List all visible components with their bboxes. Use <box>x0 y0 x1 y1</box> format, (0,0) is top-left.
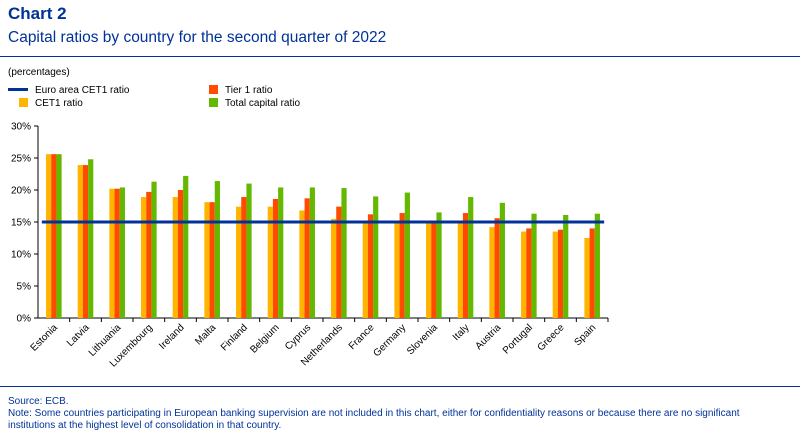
y-tick-label: 20% <box>11 186 31 197</box>
bar-tier-1-ratio <box>431 223 437 318</box>
bar-cet1-ratio <box>236 206 242 318</box>
bar-tier-1-ratio <box>304 198 310 318</box>
bar-total-capital-ratio <box>183 175 189 318</box>
legend-label: CET1 ratio <box>35 98 83 109</box>
legend-item-euro-area-cet1: Euro area CET1 ratio <box>8 85 130 97</box>
capital-ratios-chart: 0%5%10%15%20%25%30%Estonia LatviaLithuani… <box>11 122 609 369</box>
bar-total-capital-ratio <box>56 154 62 318</box>
legend-swatch <box>209 85 218 94</box>
bar-total-capital-ratio <box>246 183 252 318</box>
bar-tier-1-ratio <box>209 202 215 318</box>
bar-cet1-ratio <box>362 222 368 318</box>
bar-cet1-ratio <box>172 197 178 318</box>
bar-cet1-ratio <box>457 222 463 318</box>
x-tick-label: Greece <box>536 322 567 353</box>
bar-cet1-ratio <box>331 218 337 318</box>
bar-tier-1-ratio <box>82 165 89 318</box>
x-tick-label: Malta <box>193 322 218 347</box>
x-tick-label: Cyprus <box>283 322 313 352</box>
legend-label: Euro area CET1 ratio <box>35 85 130 96</box>
legend-line-swatch <box>8 88 28 91</box>
bar-tier-1-ratio <box>589 228 595 318</box>
bar-total-capital-ratio <box>278 187 284 318</box>
bar-cet1-ratio <box>521 231 527 318</box>
bar-cet1-ratio <box>267 206 273 318</box>
bar-cet1-ratio <box>141 197 147 318</box>
x-tick-label: Latvia <box>65 322 92 349</box>
bar-total-capital-ratio <box>563 214 569 318</box>
x-tick-label: Finland <box>219 322 250 353</box>
bar-cet1-ratio <box>299 210 305 318</box>
x-tick-label: Italy <box>451 322 472 343</box>
bar-tier-1-ratio <box>336 206 342 318</box>
bar-tier-1-ratio <box>557 229 564 318</box>
header-divider <box>0 56 800 57</box>
legend-label: Tier 1 ratio <box>225 85 273 96</box>
bar-total-capital-ratio <box>214 181 220 318</box>
legend-swatch <box>19 98 28 107</box>
footnote-line-2: institutions at the highest level of con… <box>8 420 282 431</box>
bar-total-capital-ratio <box>309 187 315 318</box>
bar-cet1-ratio <box>109 188 115 318</box>
source-note: Source: ECB. <box>8 396 69 407</box>
bar-total-capital-ratio <box>499 202 505 318</box>
bar-tier-1-ratio <box>462 213 469 318</box>
x-tick-label: Belgium <box>248 322 281 355</box>
bar-tier-1-ratio <box>177 190 184 318</box>
legend-item-cet1: CET1 ratio <box>8 98 83 110</box>
chart-title: Capital ratios by country for the second… <box>8 29 387 46</box>
legend-item-tier1: Tier 1 ratio <box>209 85 272 97</box>
bar-total-capital-ratio <box>373 196 379 318</box>
bar-tier-1-ratio <box>51 154 57 318</box>
x-tick-label: Austria <box>474 322 504 352</box>
bar-total-capital-ratio <box>531 213 537 318</box>
bar-tier-1-ratio <box>114 188 120 318</box>
y-tick-label: 10% <box>11 250 31 261</box>
legend-label: Total capital ratio <box>225 98 301 109</box>
bar-cet1-ratio <box>204 202 210 318</box>
bar-total-capital-ratio <box>594 213 600 318</box>
footer-divider <box>0 386 800 387</box>
bar-tier-1-ratio <box>399 213 405 318</box>
bar-total-capital-ratio <box>119 187 125 318</box>
bar-cet1-ratio <box>394 222 400 318</box>
bar-cet1-ratio <box>552 231 558 318</box>
y-tick-label: 30% <box>11 122 31 133</box>
bar-tier-1-ratio <box>272 198 279 318</box>
bar-total-capital-ratio <box>151 181 157 318</box>
y-tick-label: 25% <box>11 154 31 165</box>
bar-total-capital-ratio <box>88 159 94 318</box>
x-tick-label: Ireland <box>157 322 186 351</box>
bar-total-capital-ratio <box>404 192 410 318</box>
bar-total-capital-ratio <box>341 188 347 318</box>
y-tick-label: 0% <box>17 314 32 325</box>
bar-tier-1-ratio <box>146 191 152 318</box>
bar-cet1-ratio <box>584 238 590 318</box>
bar-cet1-ratio <box>46 154 52 318</box>
bar-tier-1-ratio <box>241 197 247 318</box>
bar-total-capital-ratio <box>468 197 474 318</box>
x-tick-label: France <box>347 322 377 352</box>
bar-total-capital-ratio <box>436 212 442 318</box>
bar-cet1-ratio <box>489 227 495 318</box>
legend-swatch <box>209 98 218 107</box>
bar-cet1-ratio <box>426 223 432 318</box>
y-tick-label: 15% <box>11 218 31 229</box>
footnote-line-1: Note: Some countries participating in Eu… <box>8 408 740 419</box>
x-tick-label: Portugal <box>501 322 535 356</box>
x-tick-label: Estonia <box>29 322 61 354</box>
units-note: (percentages) <box>8 67 70 78</box>
bar-tier-1-ratio <box>367 214 374 318</box>
chart-number: Chart 2 <box>8 4 67 23</box>
x-tick-label: Slovenia <box>405 322 440 357</box>
y-tick-label: 5% <box>17 282 32 293</box>
x-tick-label: Germany <box>371 322 408 359</box>
bar-tier-1-ratio <box>494 218 500 318</box>
bar-tier-1-ratio <box>526 228 532 318</box>
legend-item-total-capital: Total capital ratio <box>209 98 300 110</box>
x-tick-label: Spain <box>572 322 598 348</box>
bar-cet1-ratio <box>77 165 83 318</box>
